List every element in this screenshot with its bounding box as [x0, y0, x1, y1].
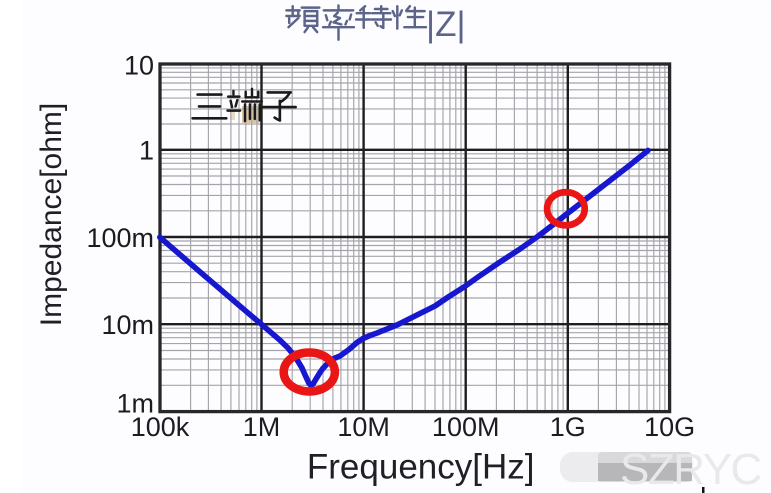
svg-text:100m: 100m — [86, 223, 154, 253]
svg-text:|Z|: |Z| — [426, 5, 466, 44]
svg-text:10: 10 — [124, 50, 154, 80]
svg-text:10m: 10m — [101, 310, 154, 340]
svg-text:Impedance[ohm]: Impedance[ohm] — [35, 103, 68, 326]
svg-text:100k: 100k — [131, 412, 190, 442]
svg-text:10G: 10G — [644, 412, 695, 442]
svg-text:100M: 100M — [432, 412, 500, 442]
svg-text:Frequency[Hz]: Frequency[Hz] — [307, 448, 535, 487]
svg-text:1: 1 — [139, 136, 154, 166]
svg-text:10M: 10M — [337, 412, 390, 442]
svg-text:SZRYC: SZRYC — [620, 445, 762, 493]
svg-text:1G: 1G — [550, 412, 586, 442]
svg-text:1m: 1m — [116, 389, 154, 419]
svg-text:1M: 1M — [243, 412, 281, 442]
